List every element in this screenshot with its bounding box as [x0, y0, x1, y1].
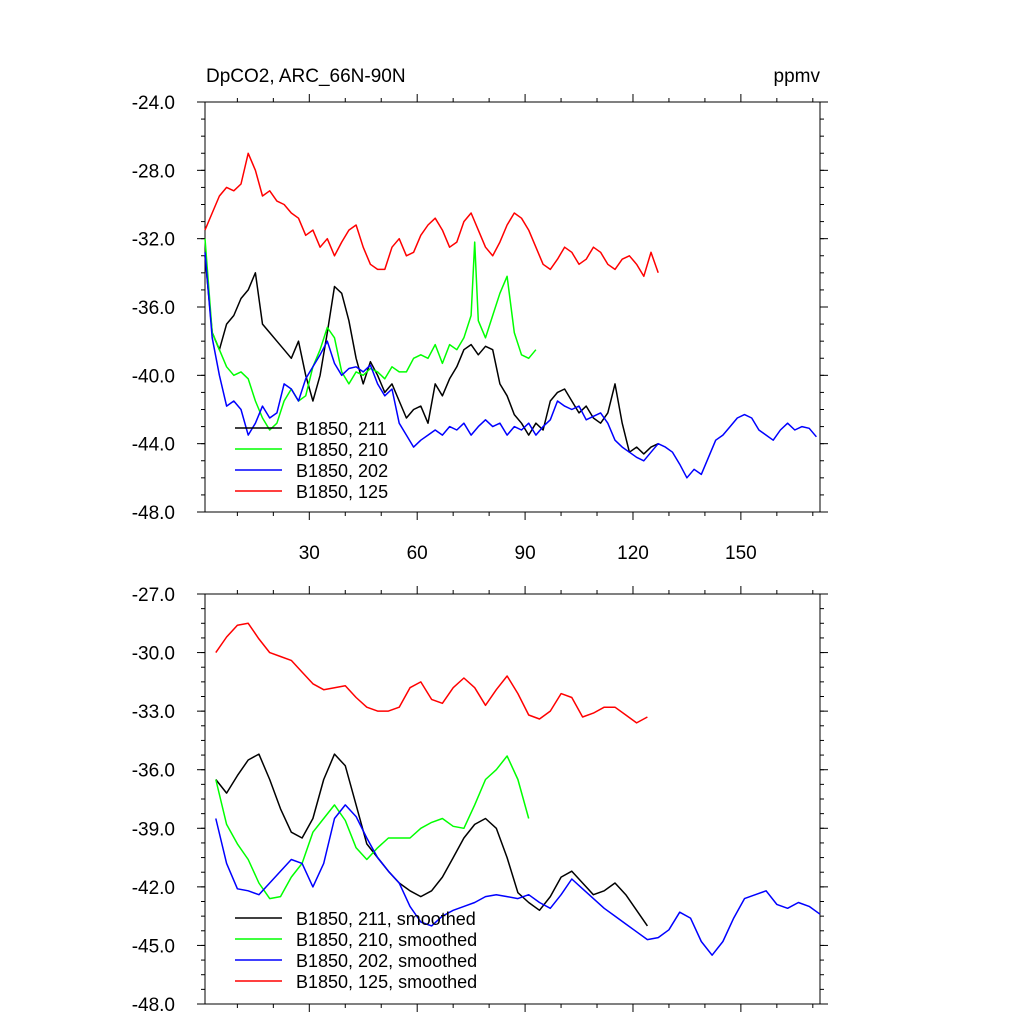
bottom-series-line-2: [215, 755, 530, 900]
x-tick-label: 30: [299, 543, 320, 564]
legend-label: B1850, 210, smoothed: [296, 930, 477, 950]
y-tick-label: -40.0: [132, 366, 175, 387]
y-tick-label: -44.0: [132, 435, 175, 456]
y-tick-label: -33.0: [132, 702, 175, 723]
y-tick-labels: -24.0 -28.0 -32.0 -36.0 -40.0 -44.0 -48.0: [132, 93, 175, 524]
y-tick-label: -48.0: [132, 995, 175, 1016]
top-series-line-3: [204, 252, 817, 479]
y-tick-labels-bottom: -27.0 -30.0 -33.0 -36.0 -39.0 -42.0 -45.0 -48.0: [132, 585, 175, 1016]
axis-ticks: [197, 94, 828, 520]
x-tick-label: 90: [515, 543, 536, 564]
series-lines: [204, 152, 817, 479]
top-series-line-1: [204, 255, 659, 455]
legend-label: B1850, 202: [296, 461, 388, 481]
legend-label: B1850, 211: [296, 419, 387, 439]
x-tick-label: 150: [725, 543, 757, 564]
y-tick-label: -42.0: [132, 878, 175, 899]
legend-label: B1850, 210: [296, 440, 388, 460]
y-tick-label: -39.0: [132, 819, 175, 840]
y-tick-label: -36.0: [132, 298, 175, 319]
x-tick-label: 60: [407, 543, 428, 564]
legend-label: B1850, 125, smoothed: [296, 972, 477, 992]
y-tick-label: -27.0: [132, 585, 175, 606]
top-panel: DpCO2, ARC_66N-90N ppmv -24.0-28.0-32.0-…: [132, 66, 828, 564]
series-lines-bottom: [215, 622, 821, 956]
legend-label: B1850, 211, smoothed: [296, 909, 476, 929]
legend-label: B1850, 202, smoothed: [296, 951, 477, 971]
legend-label: B1850, 125: [296, 482, 388, 502]
y-tick-label: -28.0: [132, 161, 175, 182]
units-label: ppmv: [774, 66, 821, 87]
bottom-series-line-1: [215, 753, 649, 927]
y-tick-label: -30.0: [132, 644, 175, 665]
bottom-series-line-4: [215, 622, 648, 724]
top-series-line-2: [204, 238, 537, 431]
y-tick-label: -32.0: [132, 230, 175, 251]
x-tick-label: 120: [617, 543, 649, 564]
chart-title: DpCO2, ARC_66N-90N: [206, 66, 406, 87]
x-tick-labels: 30 60 90 120 150: [299, 543, 757, 564]
y-tick-label: -24.0: [132, 93, 175, 114]
y-tick-label: -45.0: [132, 936, 175, 957]
y-tick-label: -48.0: [132, 503, 175, 524]
bottom-series-line-3: [215, 804, 821, 956]
bottom-panel: -27.0 -30.0 -33.0 -36.0 -39.0 -42.0 -45.0 -48.0…: [132, 585, 828, 1016]
y-tick-label: -36.0: [132, 761, 175, 782]
axis-ticks-bottom: [197, 586, 828, 1012]
top-series-line-4: [204, 152, 659, 278]
